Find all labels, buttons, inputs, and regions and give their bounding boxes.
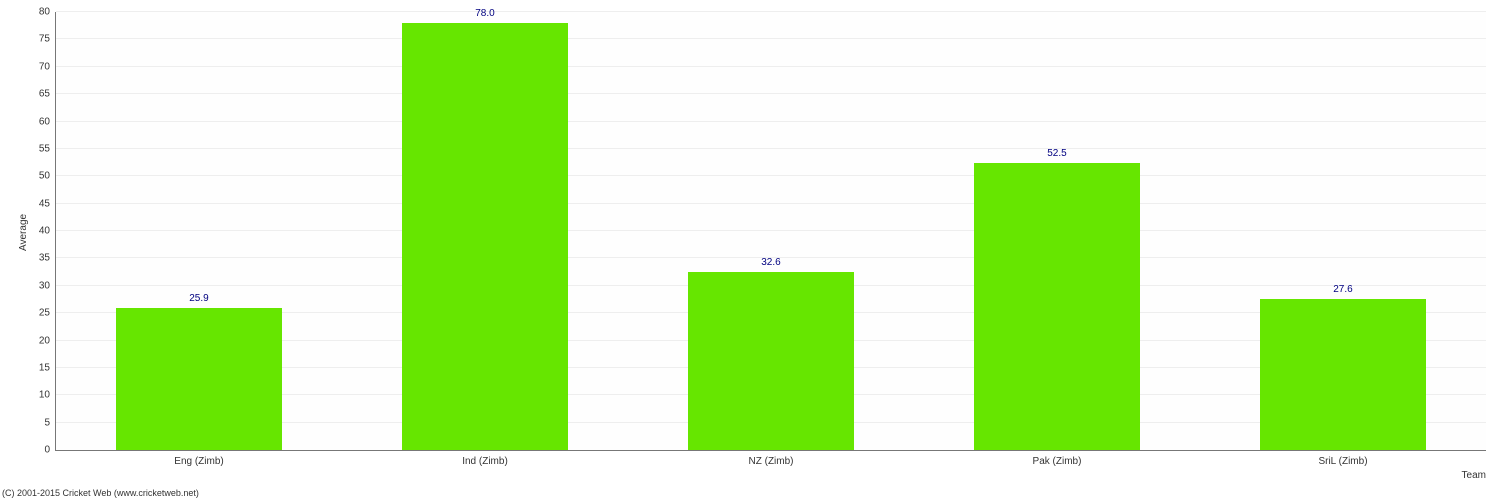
bar-value-label: 78.0 <box>475 8 494 19</box>
gridline <box>56 66 1486 67</box>
y-axis-label: Average <box>18 214 29 251</box>
chart-wrapper: Average Team 0 5 10 15 20 25 30 35 40 45 50 55 60 65 7… <box>0 0 1500 500</box>
bar: 32.6 <box>688 272 854 450</box>
y-tick-label: 45 <box>39 198 56 209</box>
gridline <box>56 93 1486 94</box>
gridline <box>56 230 1486 231</box>
copyright-text: (C) 2001-2015 Cricket Web (www.cricketwe… <box>2 488 199 498</box>
x-tick-label: NZ (Zimb) <box>749 456 794 467</box>
y-tick-label: 10 <box>39 390 56 401</box>
plot-area: Average Team 051015202530354045505560657… <box>55 12 1486 451</box>
bar: 27.6 <box>1260 299 1426 450</box>
bar: 78.0 <box>402 23 568 450</box>
y-tick-label: 5 <box>44 417 56 428</box>
gridline <box>56 121 1486 122</box>
y-tick-label: 75 <box>39 34 56 45</box>
x-tick-label: Ind (Zimb) <box>462 456 508 467</box>
bar: 52.5 <box>974 163 1140 450</box>
gridline <box>56 11 1486 12</box>
bar-value-label: 25.9 <box>189 293 208 304</box>
y-tick-label: 60 <box>39 116 56 127</box>
gridline <box>56 148 1486 149</box>
y-tick-label: 65 <box>39 89 56 100</box>
y-tick-label: 50 <box>39 171 56 182</box>
x-tick-label: SriL (Zimb) <box>1318 456 1367 467</box>
y-tick-label: 55 <box>39 143 56 154</box>
x-tick-label: Eng (Zimb) <box>174 456 223 467</box>
bar-value-label: 27.6 <box>1333 284 1352 295</box>
gridline <box>56 203 1486 204</box>
y-tick-label: 30 <box>39 280 56 291</box>
y-tick-label: 35 <box>39 253 56 264</box>
y-tick-label: 0 <box>44 445 56 456</box>
y-tick-label: 25 <box>39 308 56 319</box>
y-tick-label: 80 <box>39 7 56 18</box>
y-tick-label: 20 <box>39 335 56 346</box>
y-tick-label: 15 <box>39 362 56 373</box>
gridline <box>56 175 1486 176</box>
bar-value-label: 52.5 <box>1047 148 1066 159</box>
x-axis-label: Team <box>1462 470 1486 481</box>
bar: 25.9 <box>116 308 282 450</box>
y-tick-label: 40 <box>39 226 56 237</box>
x-tick-label: Pak (Zimb) <box>1033 456 1082 467</box>
gridline <box>56 38 1486 39</box>
y-tick-label: 70 <box>39 61 56 72</box>
bar-value-label: 32.6 <box>761 257 780 268</box>
